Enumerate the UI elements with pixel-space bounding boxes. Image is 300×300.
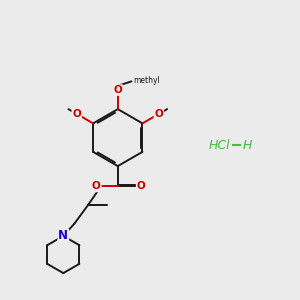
Text: H: H: [243, 139, 253, 152]
Text: O: O: [154, 109, 163, 119]
Text: O: O: [113, 85, 122, 95]
Text: O: O: [137, 182, 146, 191]
Text: methyl: methyl: [134, 76, 160, 85]
Text: HCl: HCl: [208, 139, 230, 152]
Text: O: O: [72, 109, 81, 119]
Text: N: N: [58, 230, 68, 242]
Text: O: O: [92, 182, 100, 191]
